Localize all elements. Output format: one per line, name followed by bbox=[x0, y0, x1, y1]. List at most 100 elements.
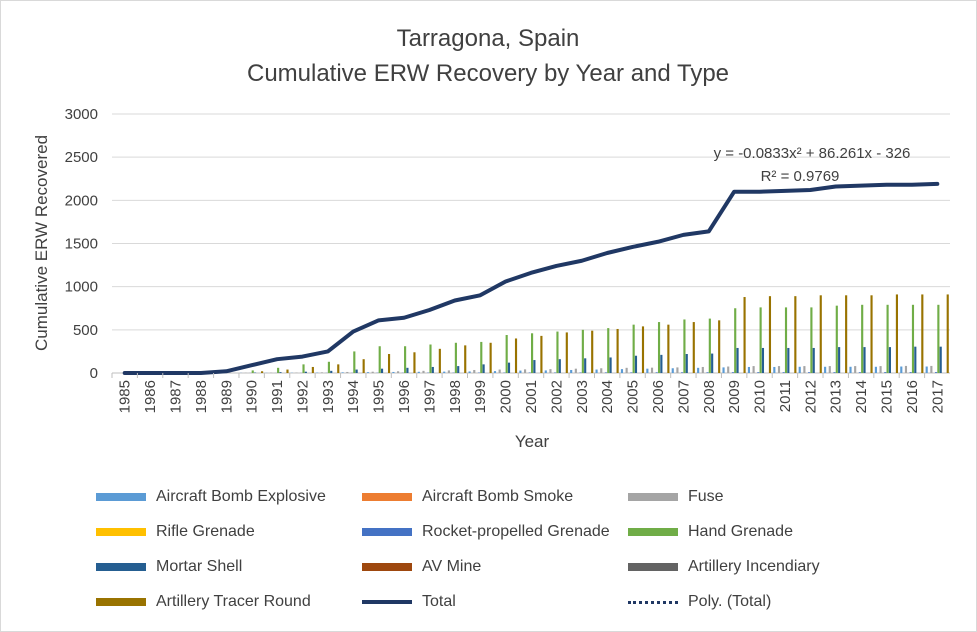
legend-swatch bbox=[362, 493, 412, 501]
bar bbox=[676, 367, 679, 373]
bar-series bbox=[261, 294, 949, 373]
bar bbox=[558, 359, 561, 373]
legend-item: Poly. (Total) bbox=[628, 591, 771, 613]
bar bbox=[397, 371, 400, 373]
bar bbox=[685, 354, 688, 373]
bar bbox=[607, 328, 610, 373]
bar bbox=[341, 372, 344, 373]
bar bbox=[523, 369, 527, 373]
bar bbox=[380, 368, 384, 373]
bar bbox=[454, 342, 457, 373]
legend-label: Artillery Tracer Round bbox=[156, 593, 311, 610]
legend-swatch bbox=[362, 600, 412, 604]
legend-label: Poly. (Total) bbox=[688, 593, 772, 610]
x-tick-label: 1986 bbox=[142, 380, 159, 413]
bar bbox=[900, 366, 903, 373]
bar bbox=[706, 372, 709, 373]
bar bbox=[888, 347, 891, 373]
bar bbox=[302, 364, 305, 373]
legend-item: Hand Grenade bbox=[628, 521, 793, 543]
bar bbox=[616, 328, 619, 373]
bar bbox=[759, 307, 762, 373]
legend-item: Artillery Tracer Round bbox=[96, 591, 311, 613]
x-tick-label: 1987 bbox=[167, 380, 184, 413]
bar bbox=[925, 366, 928, 373]
bar bbox=[277, 367, 280, 373]
legend-item: Fuse bbox=[628, 486, 724, 508]
bar bbox=[921, 294, 924, 373]
bar bbox=[731, 372, 734, 373]
bar bbox=[819, 295, 822, 373]
bar bbox=[533, 360, 536, 373]
bar bbox=[574, 368, 577, 373]
x-tick-label: 2010 bbox=[752, 380, 769, 413]
bar bbox=[505, 335, 508, 373]
bar bbox=[681, 372, 684, 373]
bar bbox=[798, 366, 801, 373]
bar bbox=[808, 372, 811, 373]
bar-series bbox=[251, 304, 940, 373]
x-tick-label: 2000 bbox=[498, 380, 515, 413]
bar bbox=[406, 367, 409, 373]
legend-swatch bbox=[362, 563, 412, 571]
bar bbox=[330, 370, 333, 373]
bar bbox=[747, 366, 750, 373]
legend-swatch bbox=[96, 563, 146, 571]
bar bbox=[600, 368, 603, 373]
x-tick-label: 2003 bbox=[574, 380, 591, 413]
bar bbox=[870, 295, 873, 373]
bar bbox=[838, 347, 841, 373]
legend-label: Aircraft Bomb Explosive bbox=[156, 488, 326, 505]
bar bbox=[773, 366, 776, 373]
bar bbox=[431, 366, 434, 373]
bar bbox=[443, 371, 446, 373]
bar bbox=[646, 368, 649, 373]
bar bbox=[667, 324, 670, 373]
legend-item: AV Mine bbox=[362, 556, 481, 578]
bar bbox=[554, 372, 557, 373]
chart-title-line-2: Cumulative ERW Recovery by Year and Type bbox=[247, 60, 729, 87]
bar bbox=[934, 372, 938, 373]
bar bbox=[392, 371, 395, 373]
x-tick-label: 1996 bbox=[396, 380, 413, 413]
bar bbox=[784, 307, 788, 373]
bar bbox=[528, 372, 531, 373]
legend-label: Aircraft Bomb Smoke bbox=[422, 488, 574, 505]
x-tick-label: 1994 bbox=[345, 380, 362, 413]
bar bbox=[886, 304, 889, 373]
x-tick-label: 2006 bbox=[650, 380, 667, 413]
bar bbox=[468, 371, 471, 373]
legend-item: Rocket-propelled Grenade bbox=[362, 521, 610, 543]
bar bbox=[609, 357, 612, 373]
bar bbox=[803, 366, 806, 373]
bar bbox=[657, 322, 661, 373]
bar bbox=[895, 294, 898, 373]
x-tick-label: 1988 bbox=[193, 380, 210, 413]
bar bbox=[812, 347, 815, 373]
x-tick-label: 1991 bbox=[269, 380, 286, 413]
bar bbox=[937, 304, 940, 373]
x-tick-label: 2013 bbox=[828, 380, 845, 413]
bar bbox=[507, 362, 511, 373]
bar bbox=[261, 371, 264, 373]
bar bbox=[884, 372, 887, 373]
bar bbox=[304, 371, 307, 373]
x-tick-label: 2012 bbox=[802, 380, 819, 413]
x-tick-label: 1999 bbox=[472, 380, 489, 413]
bar bbox=[540, 335, 543, 373]
bar bbox=[327, 361, 330, 373]
bar bbox=[632, 324, 635, 373]
bar bbox=[362, 359, 365, 373]
x-tick-label: 2007 bbox=[675, 380, 692, 413]
bar bbox=[833, 372, 836, 373]
bar bbox=[630, 372, 633, 373]
x-tick-label: 1998 bbox=[447, 380, 464, 413]
x-tick-label: 2017 bbox=[929, 380, 946, 413]
bar bbox=[768, 296, 772, 373]
x-tick-label: 2011 bbox=[777, 380, 794, 412]
bar bbox=[366, 372, 370, 373]
legend-item: Mortar Shell bbox=[96, 556, 242, 578]
bar bbox=[544, 370, 547, 373]
bar bbox=[498, 369, 501, 373]
